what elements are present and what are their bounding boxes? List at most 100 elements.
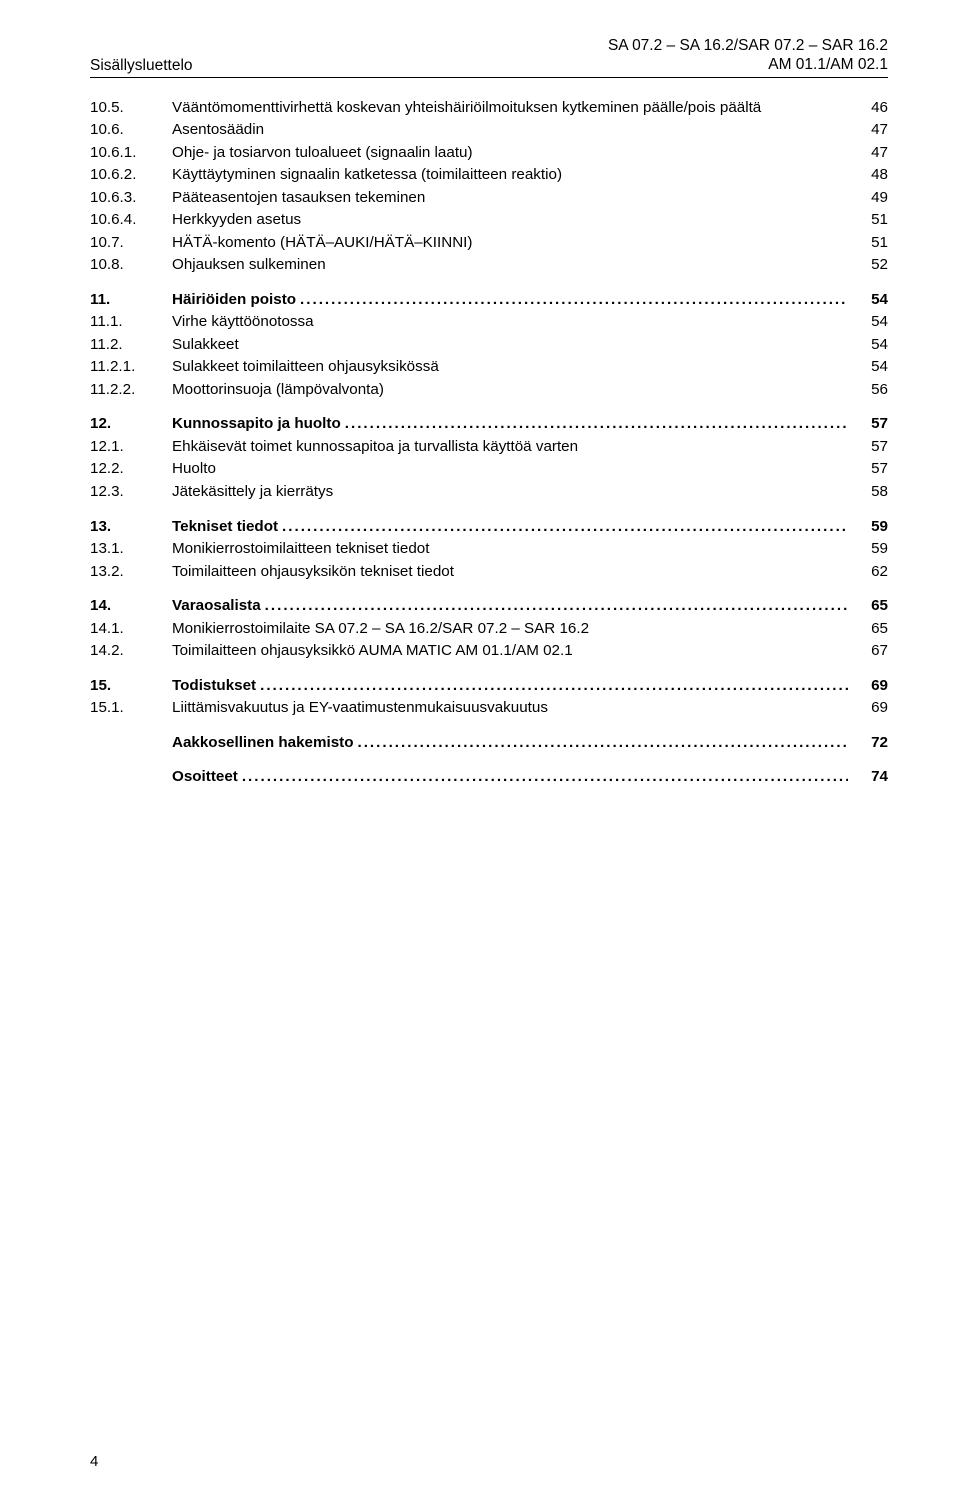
toc-entry-page: 57 — [848, 414, 888, 435]
toc-row: 11.2.1.Sulakkeet toimilaitteen ohjausyks… — [90, 357, 888, 378]
toc-entry-number: 12. — [90, 414, 172, 435]
toc-row: 10.8.Ohjauksen sulkeminen52 — [90, 255, 888, 276]
toc-row: 12.3.Jätekäsittely ja kierrätys58 — [90, 482, 888, 503]
toc-entry-page: 51 — [848, 233, 888, 254]
toc-entry-number: 13.2. — [90, 562, 172, 583]
toc-row: 14.2.Toimilaitteen ohjausyksikkö AUMA MA… — [90, 641, 888, 662]
toc-entry-title: Pääteasentojen tasauksen tekeminen — [172, 188, 848, 209]
toc-entry-title: Monikierrostoimilaite SA 07.2 – SA 16.2/… — [172, 619, 848, 640]
toc-entry-title: Liittämisvakuutus ja EY-vaatimustenmukai… — [172, 698, 848, 719]
toc-entry-title: Ehkäisevät toimet kunnossapitoa ja turva… — [172, 437, 848, 458]
page-number: 4 — [90, 1453, 98, 1470]
toc-entry-page: 59 — [848, 539, 888, 560]
header-code-line-2: AM 01.1/AM 02.1 — [608, 55, 888, 74]
toc-entry-number: 11. — [90, 290, 172, 311]
toc-entry-number: 13. — [90, 517, 172, 538]
toc-entry-number: 10.6.4. — [90, 210, 172, 231]
toc-entry-page: 62 — [848, 562, 888, 583]
toc-row: 15.1.Liittämisvakuutus ja EY-vaatimusten… — [90, 698, 888, 719]
toc-entry-page: 51 — [848, 210, 888, 231]
toc-entry-number: 15. — [90, 676, 172, 697]
toc-entry-number: 10.8. — [90, 255, 172, 276]
toc-entry-number: 13.1. — [90, 539, 172, 560]
toc-entry-page: 59 — [848, 517, 888, 538]
toc-entry-number: 10.7. — [90, 233, 172, 254]
toc-entry-page: 54 — [848, 357, 888, 378]
toc-entry-title: Sulakkeet toimilaitteen ohjausyksikössä — [172, 357, 848, 378]
toc-row: 12.2.Huolto57 — [90, 459, 888, 480]
toc-entry-number: 15.1. — [90, 698, 172, 719]
toc-entry-page: 54 — [848, 312, 888, 333]
toc-entry-title: Todistukset — [172, 676, 848, 697]
toc-entry-title: Monikierrostoimilaitteen tekniset tiedot — [172, 539, 848, 560]
toc-entry-title: Huolto — [172, 459, 848, 480]
toc-row: 10.6.Asentosäädin47 — [90, 120, 888, 141]
toc-row: 10.6.1.Ohje- ja tosiarvon tuloalueet (si… — [90, 143, 888, 164]
toc-entry-number: 11.2. — [90, 335, 172, 356]
toc-entry-number: 10.5. — [90, 98, 172, 119]
toc-entry-title: Vääntömomenttivirhettä koskevan yhteishä… — [172, 98, 848, 119]
toc-entry-number: 14.1. — [90, 619, 172, 640]
toc-row: 13.Tekniset tiedot59 — [90, 517, 888, 538]
toc-row: 11.2.2.Moottorinsuoja (lämpövalvonta)56 — [90, 380, 888, 401]
toc-row: 14.Varaosalista65 — [90, 596, 888, 617]
toc-entry-page: 74 — [848, 767, 888, 788]
toc-entry-title: Käyttäytyminen signaalin katketessa (toi… — [172, 165, 848, 186]
toc-entry-title: Ohjauksen sulkeminen — [172, 255, 848, 276]
toc-entry-title: Moottorinsuoja (lämpövalvonta) — [172, 380, 848, 401]
toc-entry-title: Aakkosellinen hakemisto — [172, 733, 848, 754]
toc-row: 11.Häiriöiden poisto54 — [90, 290, 888, 311]
toc-entry-page: 69 — [848, 676, 888, 697]
toc-entry-page: 47 — [848, 143, 888, 164]
toc-row: Osoitteet74 — [90, 767, 888, 788]
toc-row: 14.1.Monikierrostoimilaite SA 07.2 – SA … — [90, 619, 888, 640]
toc-entry-number: 10.6.3. — [90, 188, 172, 209]
toc-entry-title: Toimilaitteen ohjausyksikön tekniset tie… — [172, 562, 848, 583]
toc-entry-page: 65 — [848, 619, 888, 640]
toc-entry-page: 54 — [848, 290, 888, 311]
toc-entry-title: HÄTÄ-komento (HÄTÄ–AUKI/HÄTÄ–KIINNI) — [172, 233, 848, 254]
toc-entry-page: 49 — [848, 188, 888, 209]
toc-row: 10.6.2.Käyttäytyminen signaalin katketes… — [90, 165, 888, 186]
table-of-contents: 10.5.Vääntömomenttivirhettä koskevan yht… — [90, 98, 888, 788]
document-page: Sisällysluettelo SA 07.2 – SA 16.2/SAR 0… — [0, 0, 960, 1498]
toc-row: 13.2.Toimilaitteen ohjausyksikön teknise… — [90, 562, 888, 583]
toc-entry-number: 11.1. — [90, 312, 172, 333]
toc-entry-title: Häiriöiden poisto — [172, 290, 848, 311]
toc-entry-number: 11.2.2. — [90, 380, 172, 401]
toc-entry-page: 54 — [848, 335, 888, 356]
toc-entry-page: 56 — [848, 380, 888, 401]
toc-entry-number: 12.1. — [90, 437, 172, 458]
toc-entry-number: 12.2. — [90, 459, 172, 480]
toc-entry-title: Kunnossapito ja huolto — [172, 414, 848, 435]
toc-row: 10.6.4.Herkkyyden asetus51 — [90, 210, 888, 231]
toc-entry-number: 14.2. — [90, 641, 172, 662]
toc-entry-number: 11.2.1. — [90, 357, 172, 378]
toc-entry-page: 69 — [848, 698, 888, 719]
header-code-line-1: SA 07.2 – SA 16.2/SAR 07.2 – SAR 16.2 — [608, 36, 888, 55]
page-header: Sisällysluettelo SA 07.2 – SA 16.2/SAR 0… — [90, 36, 888, 78]
toc-entry-title: Asentosäädin — [172, 120, 848, 141]
toc-entry-page: 52 — [848, 255, 888, 276]
toc-entry-title: Toimilaitteen ohjausyksikkö AUMA MATIC A… — [172, 641, 848, 662]
toc-entry-number: 10.6.2. — [90, 165, 172, 186]
toc-entry-title: Tekniset tiedot — [172, 517, 848, 538]
toc-entry-number: 12.3. — [90, 482, 172, 503]
header-title: Sisällysluettelo — [90, 57, 193, 75]
toc-entry-page: 46 — [848, 98, 888, 119]
toc-row: 15.Todistukset69 — [90, 676, 888, 697]
toc-row: 11.1.Virhe käyttöönotossa54 — [90, 312, 888, 333]
toc-entry-title: Ohje- ja tosiarvon tuloalueet (signaalin… — [172, 143, 848, 164]
header-doc-codes: SA 07.2 – SA 16.2/SAR 07.2 – SAR 16.2 AM… — [608, 36, 888, 75]
toc-entry-page: 57 — [848, 459, 888, 480]
toc-row: 11.2.Sulakkeet54 — [90, 335, 888, 356]
toc-entry-page: 72 — [848, 733, 888, 754]
toc-row: 10.6.3.Pääteasentojen tasauksen tekemine… — [90, 188, 888, 209]
toc-row: Aakkosellinen hakemisto72 — [90, 733, 888, 754]
toc-entry-number: 10.6.1. — [90, 143, 172, 164]
toc-entry-title: Sulakkeet — [172, 335, 848, 356]
toc-entry-page: 58 — [848, 482, 888, 503]
toc-entry-page: 48 — [848, 165, 888, 186]
toc-entry-number: 10.6. — [90, 120, 172, 141]
toc-entry-page: 57 — [848, 437, 888, 458]
